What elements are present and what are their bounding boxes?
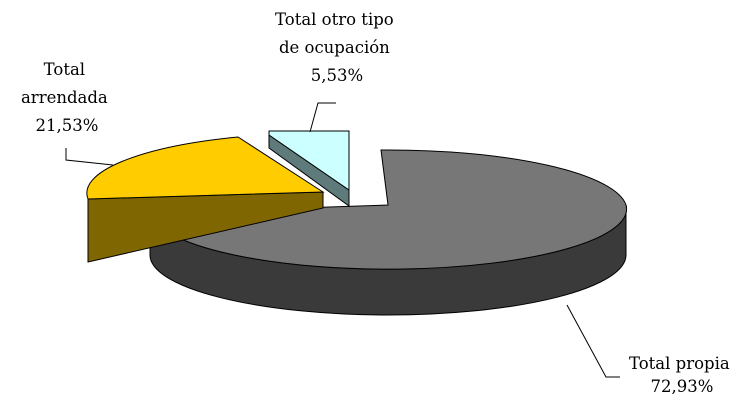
label-otro: Total otro tipo de ocupación 5,53% — [275, 10, 399, 85]
leader-line-propia — [566, 304, 620, 378]
label-otro-line2: de ocupación — [279, 38, 390, 57]
label-otro-value: 5,53% — [311, 66, 363, 85]
leader-line-arrendada — [65, 148, 114, 166]
slice-total-propia — [149, 149, 628, 316]
slice-total-propia-top — [149, 149, 628, 270]
label-arrendada-line1: Total — [44, 60, 85, 79]
label-propia-line1: Total propia — [629, 354, 730, 373]
slice-total-otro — [268, 130, 350, 207]
label-otro-line1: Total otro tipo — [275, 10, 394, 29]
label-propia-value: 72,93% — [651, 377, 714, 396]
slice-total-arrendada-top — [86, 136, 325, 200]
label-arrendada-value: 21,53% — [36, 116, 99, 135]
leader-line-otro — [309, 102, 336, 133]
label-propia: Total propia 72,93% — [629, 354, 735, 396]
slice-total-otro-top — [268, 130, 350, 191]
label-arrendada-line2: arrendada — [21, 88, 108, 107]
label-arrendada: Total arrendada 21,53% — [21, 60, 113, 135]
slice-total-arrendada — [86, 136, 325, 263]
